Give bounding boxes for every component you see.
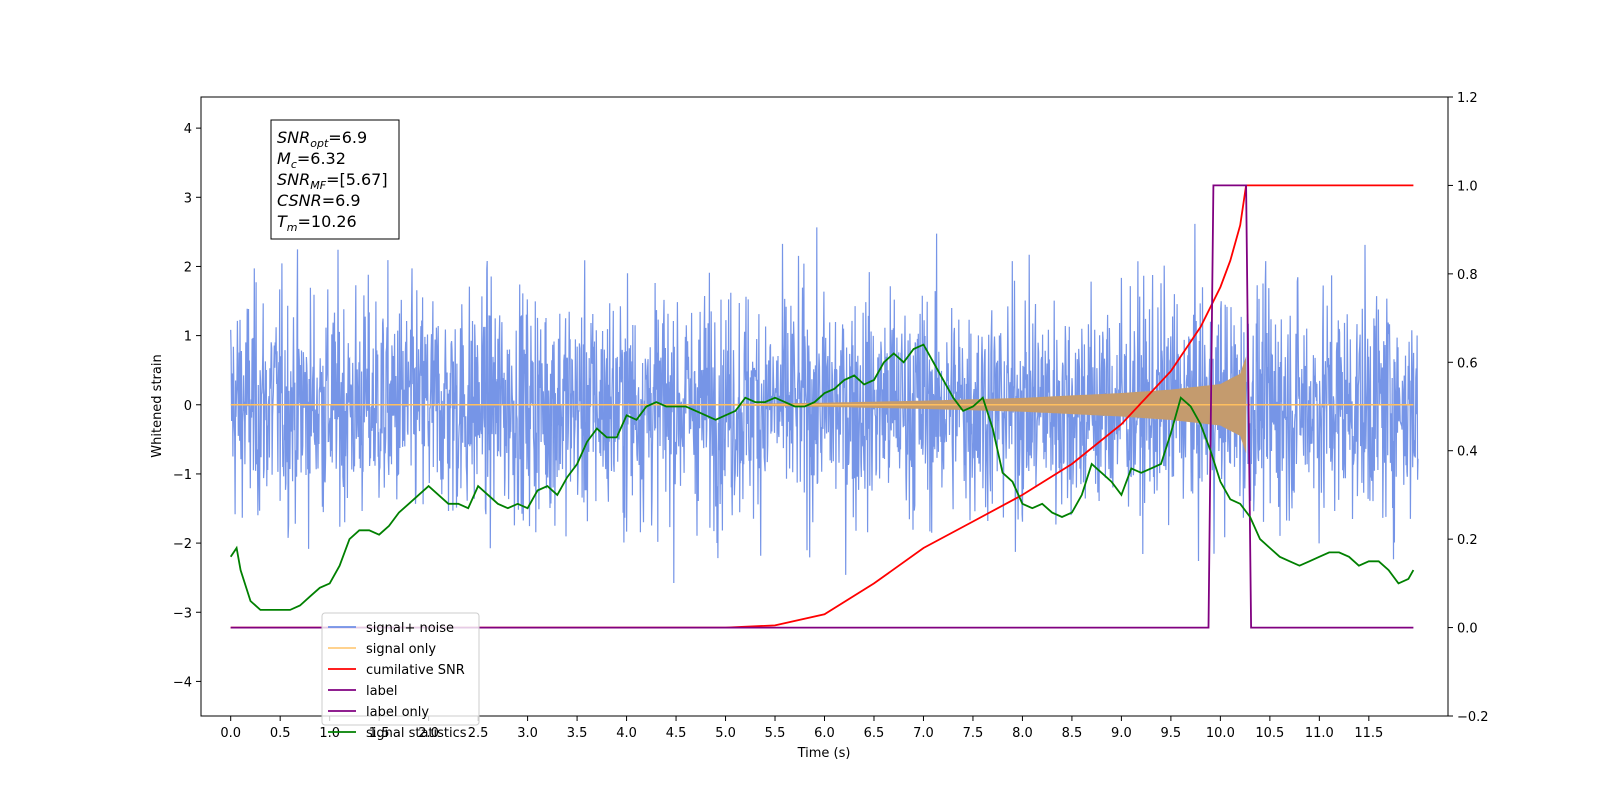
y-right-tick-label: −0.2	[1457, 710, 1489, 725]
x-tick-label: 3.0	[517, 726, 538, 741]
x-tick-label: 5.5	[765, 726, 786, 741]
x-tick-label: 7.0	[913, 726, 934, 741]
x-tick-label: 2.5	[468, 726, 489, 741]
legend-label: label only	[366, 705, 429, 720]
label-line	[230, 184, 1414, 629]
x-tick-label: 4.0	[616, 726, 637, 741]
y-left-tick-label: 3	[184, 191, 192, 206]
x-axis: 0.0 0.5 1.0 1.5 2.0 2.5 3.0 3.5 4.0 4.5 5.0 5.5 6.0 6…	[220, 716, 1383, 741]
legend-frame	[321, 612, 480, 726]
right-y-axis: −0.2 0.0 0.2 0.4 0.6 0.8 1.0 1.2	[1448, 91, 1489, 725]
annotation-line: CSNR=6.9	[277, 191, 361, 210]
legend: signal+ noise signal only cumilative SNR la…	[321, 612, 480, 741]
legend-label: signal statistics	[366, 726, 467, 741]
left-y-axis: −4 −3 −2 −1 0 1 2 3 4	[173, 122, 201, 690]
y-left-tick-label: −1	[173, 468, 192, 483]
annotation-line: SNRopt=6.9	[277, 128, 367, 150]
legend-label: signal+ noise	[366, 621, 454, 636]
y-left-tick-label: 1	[184, 330, 192, 345]
annotation-line: Tm=10.26	[277, 212, 357, 234]
x-tick-label: 8.5	[1062, 726, 1083, 741]
legend-label: signal only	[366, 642, 436, 657]
x-tick-label: 7.5	[963, 726, 984, 741]
x-tick-label: 10.0	[1206, 726, 1235, 741]
x-tick-label: 11.5	[1354, 726, 1383, 741]
x-tick-label: 11.0	[1305, 726, 1334, 741]
cumulative-snr-line	[230, 184, 1414, 629]
x-tick-label: 0.0	[220, 726, 241, 741]
annotation-frame	[270, 119, 400, 240]
plot-area	[229, 184, 1419, 629]
x-tick-label: 4.5	[666, 726, 687, 741]
x-tick-label: 3.5	[567, 726, 588, 741]
y-right-tick-label: 1.2	[1457, 91, 1478, 106]
y-right-tick-label: 0.6	[1457, 356, 1478, 371]
annotation-line: Mc=6.32	[277, 149, 346, 171]
signal-statistics-line	[229, 343, 1415, 611]
x-tick-label: 9.5	[1161, 726, 1182, 741]
y-left-tick-label: −3	[173, 606, 192, 621]
y-right-tick-label: 0.8	[1457, 268, 1478, 283]
x-tick-label: 9.0	[1111, 726, 1132, 741]
annotation-line: SNRMF=[5.67]	[277, 170, 388, 192]
x-tick-label: 6.0	[814, 726, 835, 741]
x-tick-label: 1.0	[319, 726, 340, 741]
y-left-tick-label: 2	[184, 260, 192, 275]
y-right-tick-label: 0.2	[1457, 533, 1478, 548]
y-axis-label: Whitened strain	[150, 354, 165, 457]
x-tick-label: 0.5	[270, 726, 291, 741]
x-tick-label: 6.5	[864, 726, 885, 741]
x-tick-label: 1.5	[369, 726, 390, 741]
x-tick-label: 8.0	[1012, 726, 1033, 741]
legend-label: cumilative SNR	[366, 663, 465, 678]
y-right-tick-label: 0.4	[1457, 445, 1478, 460]
x-tick-label: 5.0	[715, 726, 736, 741]
legend-label: label	[366, 684, 397, 699]
y-left-tick-label: 0	[184, 399, 192, 414]
y-right-tick-label: 1.0	[1457, 179, 1478, 194]
y-left-tick-label: 4	[184, 122, 192, 137]
y-right-tick-label: 0.0	[1457, 622, 1478, 637]
y-left-tick-label: −4	[173, 675, 192, 690]
x-axis-label: Time (s)	[797, 746, 851, 761]
x-tick-label: 10.5	[1255, 726, 1284, 741]
y-left-tick-label: −2	[173, 537, 192, 552]
x-tick-label: 2.0	[418, 726, 439, 741]
